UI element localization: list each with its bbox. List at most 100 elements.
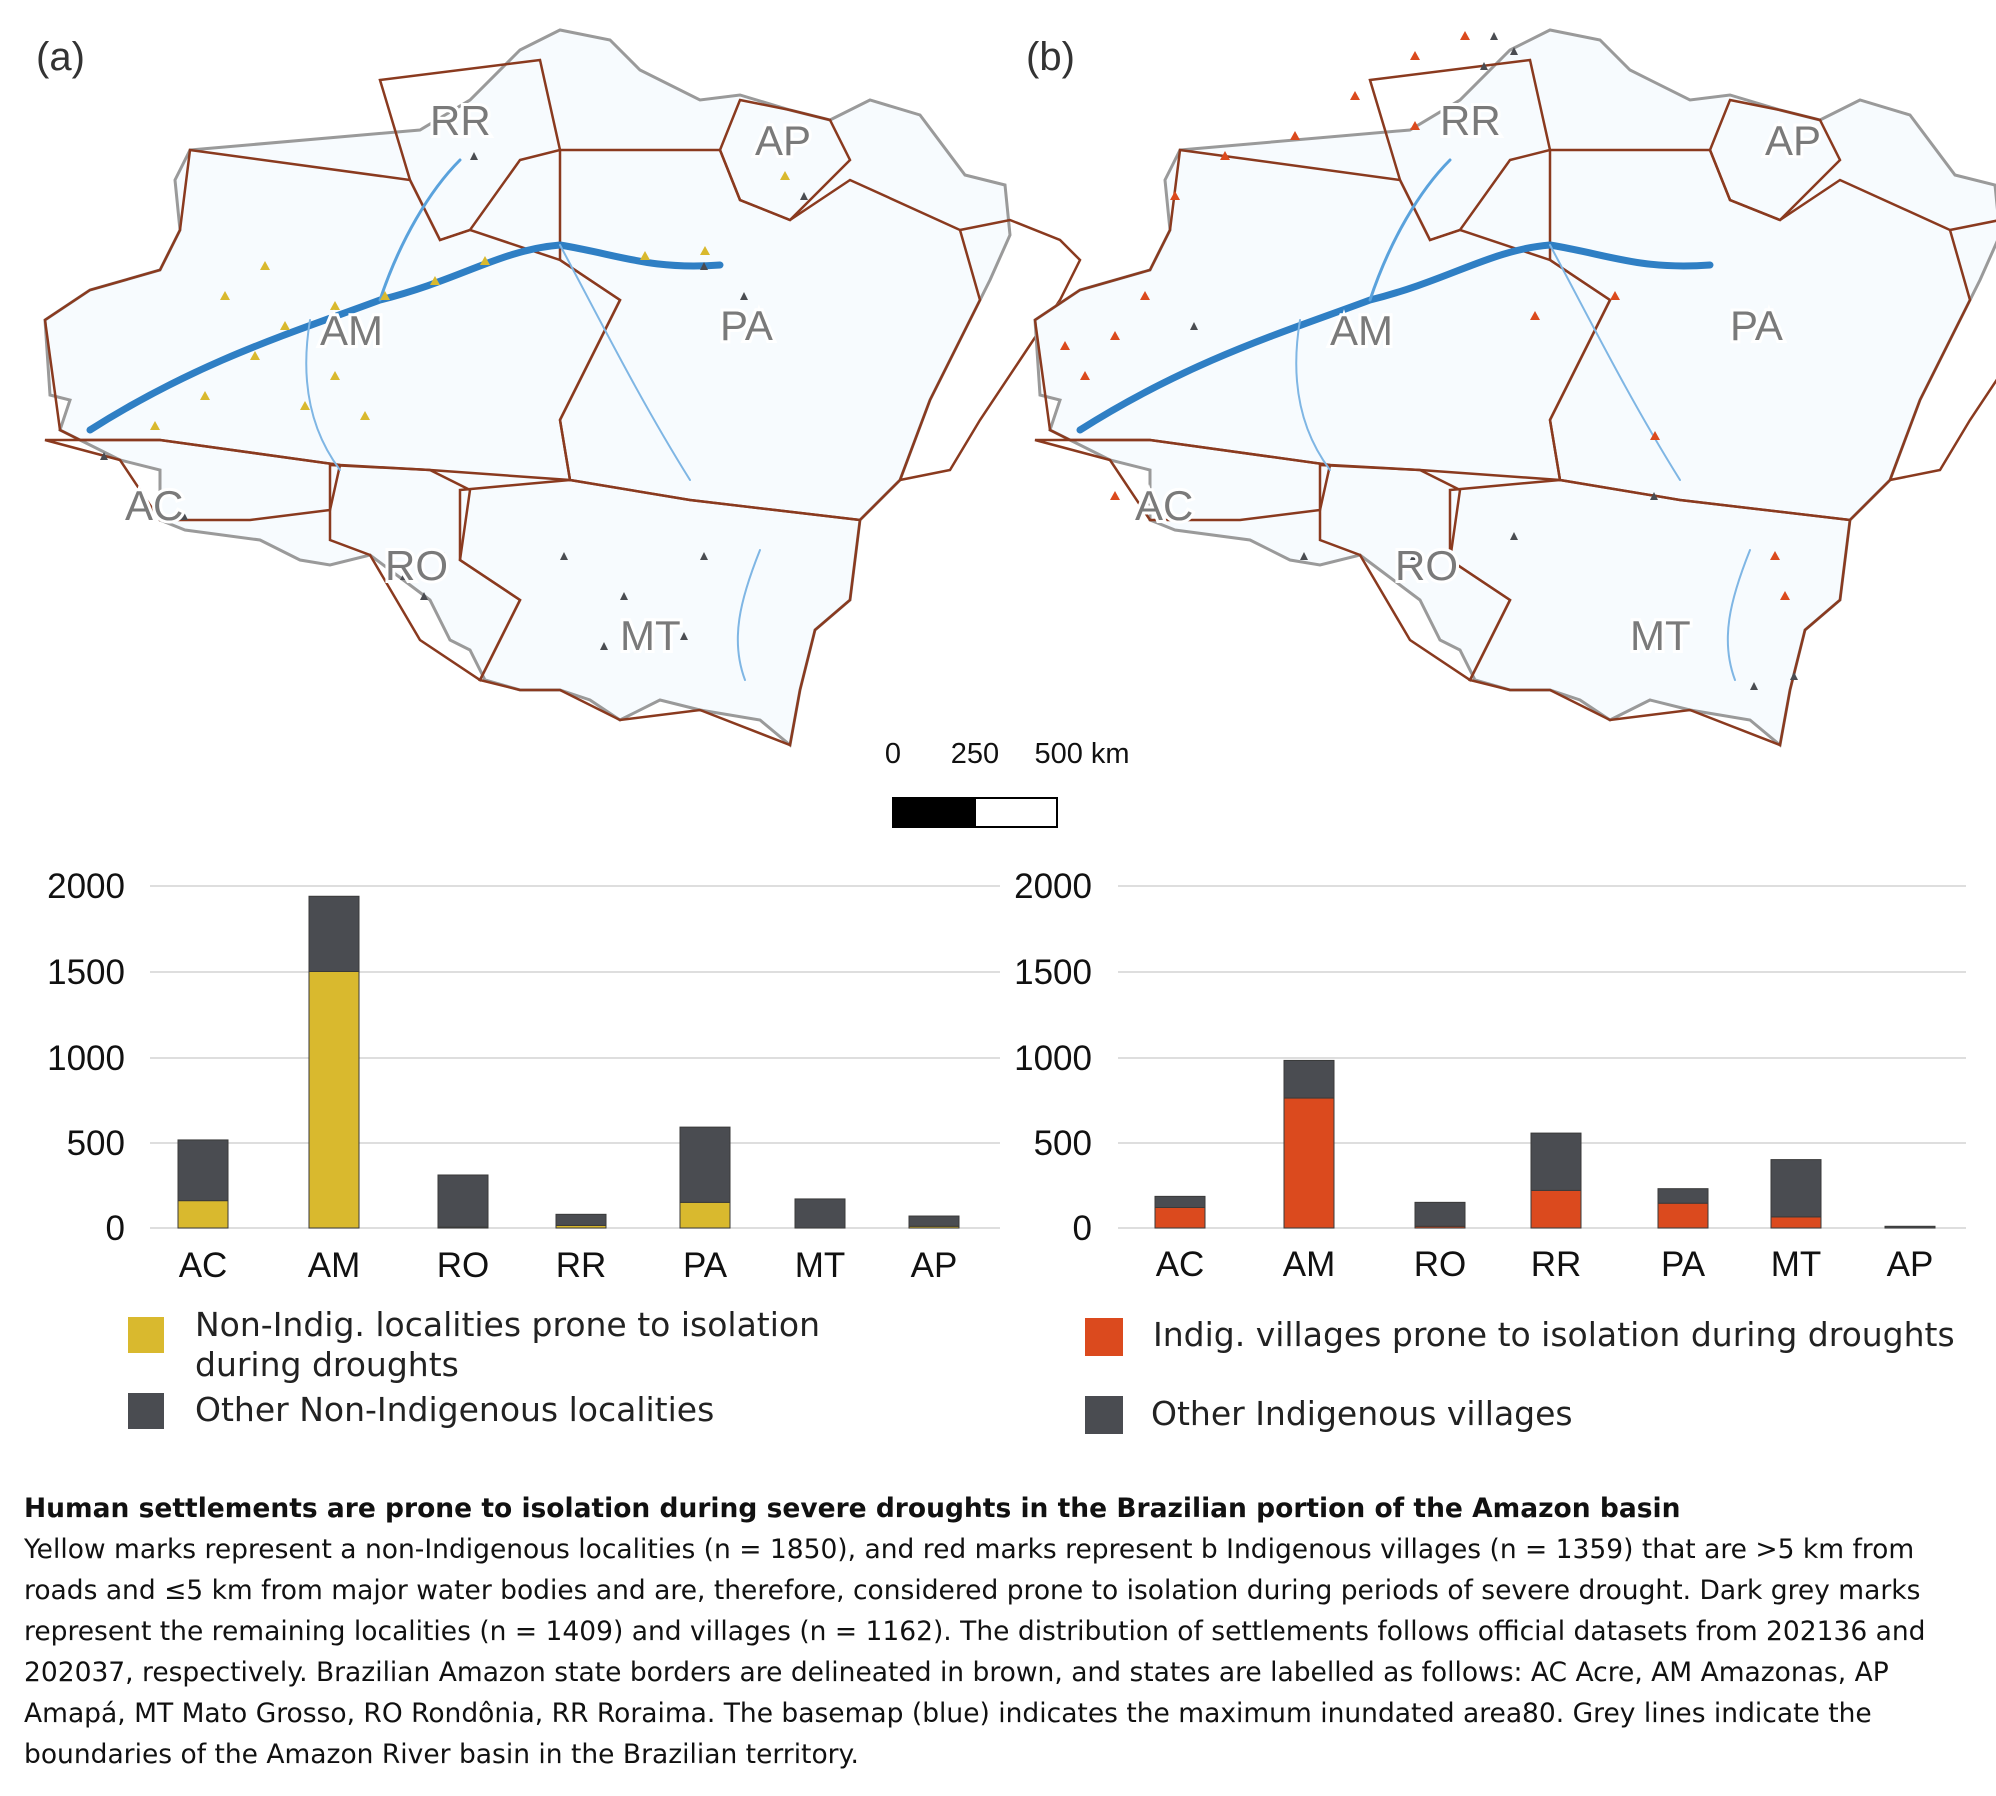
border-ac <box>1034 438 1332 522</box>
panel-b-label: (b) <box>1026 35 1075 79</box>
state-label-ac: AC <box>1135 482 1193 529</box>
legend-label-other-villages: Other Indigenous villages <box>1151 1394 1573 1433</box>
state-label-rr: RR <box>1440 97 1501 144</box>
river-tributary <box>736 549 761 681</box>
chart-a-bars <box>177 895 960 1229</box>
border-mt <box>458 478 862 747</box>
chart-a-ytick-label: 0 <box>106 1209 125 1248</box>
bar-b-rr-series-1 <box>1530 1189 1582 1229</box>
chart-a-category-label: MT <box>795 1246 846 1285</box>
scale-label-0: 0 <box>885 738 901 770</box>
state-label-ro: RO <box>1395 542 1458 589</box>
state-label-rr: RR <box>430 97 491 144</box>
bar-b-ro-series-2 <box>1414 1201 1466 1227</box>
chart-a-category-label: PA <box>683 1246 728 1285</box>
legend-label-isolated-localities: Non-Indig. localities prone to isolation <box>195 1305 820 1344</box>
figure-caption: Human settlements are prone to isolation… <box>24 1488 1974 1775</box>
bar-b-am-series-1 <box>1283 1097 1335 1229</box>
scale-label-500: 500 km <box>1034 738 1129 770</box>
legend-swatch-isolated-villages <box>1085 1318 1123 1356</box>
bar-a-am-series-2 <box>308 895 360 973</box>
chart-b-bars <box>1154 1059 1936 1229</box>
river-tributary <box>305 319 341 471</box>
bar-chart-b: 0 500 1000 1500 2000 AC AM RO RR PA MT A… <box>1014 867 1966 1284</box>
chart-b-category-label: AP <box>1887 1245 1934 1284</box>
chart-b-gridlines <box>1118 885 1966 1229</box>
bar-b-mt-series-2 <box>1770 1159 1822 1218</box>
chart-a-category-label: RR <box>556 1246 607 1285</box>
map-a: (a) RR AP AM PA AC RO MT <box>36 28 1082 747</box>
river-tributary <box>378 158 462 302</box>
chart-b-category-label: PA <box>1661 1245 1706 1284</box>
amazon-river <box>1076 241 1714 434</box>
legend-swatch-other-villages <box>1085 1396 1123 1434</box>
panel-a-label: (a) <box>36 35 85 79</box>
scale-bar-black <box>892 797 976 828</box>
state-label-am: AM <box>1330 307 1393 354</box>
river-tributary <box>1726 549 1751 681</box>
legend-b: Indig. villages prone to isolation durin… <box>1085 1315 1955 1434</box>
bar-a-ac-series-1 <box>177 1200 229 1229</box>
chart-a-ytick-label: 500 <box>67 1124 125 1163</box>
border-ac <box>44 438 342 522</box>
bar-a-pa-series-2 <box>679 1126 731 1203</box>
chart-a-yticks: 0 500 1000 1500 2000 <box>47 867 125 1248</box>
chart-b-category-label: MT <box>1771 1245 1822 1284</box>
map-b: (b) RR AP AM PA AC RO MT <box>1026 28 1996 747</box>
state-label-pa: PA <box>720 302 773 349</box>
bar-chart-a: 0 500 1000 1500 2000 AC AM RO RR PA MT A… <box>47 867 1000 1285</box>
legend-swatch-isolated-localities <box>128 1317 164 1353</box>
legend-swatch-other-localities <box>128 1393 164 1429</box>
bar-b-mt-series-1 <box>1770 1216 1822 1229</box>
map-a-states <box>43 58 1082 747</box>
caption-body: Yellow marks represent a non-Indigenous … <box>24 1534 1926 1770</box>
bar-b-ap-series-2 <box>1884 1225 1936 1229</box>
bar-a-rr-series-2 <box>555 1213 607 1226</box>
chart-b-category-label: AC <box>1156 1245 1205 1284</box>
chart-a-category-label: AM <box>308 1246 361 1285</box>
border-east <box>899 218 1082 482</box>
chart-a-category-label: AC <box>179 1246 228 1285</box>
bar-b-rr-series-2 <box>1530 1132 1582 1191</box>
amazon-river <box>86 241 724 434</box>
river-tributary <box>1549 244 1681 481</box>
state-label-mt: MT <box>1630 612 1691 659</box>
chart-b-ytick-label: 1000 <box>1014 1039 1092 1078</box>
legend-label-isolated-villages: Indig. villages prone to isolation durin… <box>1153 1315 1955 1354</box>
scale-bar-white <box>974 797 1058 828</box>
chart-a-categories: AC AM RO RR PA MT AP <box>179 1246 958 1285</box>
legend-label-isolated-localities-line2: during droughts <box>195 1345 459 1384</box>
scale-label-250: 250 <box>951 738 999 770</box>
chart-b-categories: AC AM RO RR PA MT AP <box>1156 1245 1934 1284</box>
chart-b-ytick-label: 2000 <box>1014 867 1092 906</box>
river-tributary <box>559 244 691 481</box>
bar-a-am-series-1 <box>308 971 360 1229</box>
chart-a-ytick-label: 2000 <box>47 867 125 906</box>
caption-title: Human settlements are prone to isolation… <box>24 1493 1681 1524</box>
river-tributary <box>1295 319 1331 471</box>
chart-b-category-label: AM <box>1283 1245 1336 1284</box>
river-tributary <box>1368 158 1452 302</box>
scale-bar: 0 250 500 km <box>885 738 1130 828</box>
state-label-ro: RO <box>385 542 448 589</box>
bar-a-mt-series-2 <box>794 1198 846 1229</box>
bar-b-am-series-2 <box>1283 1059 1335 1099</box>
map-a-rivers <box>86 158 761 681</box>
state-label-mt: MT <box>620 612 681 659</box>
map-a-basin <box>43 28 1012 747</box>
chart-b-ytick-label: 0 <box>1073 1209 1092 1248</box>
chart-a-ytick-label: 1500 <box>47 953 125 992</box>
legend-a: Non-Indig. localities prone to isolation… <box>128 1305 820 1429</box>
chart-a-gridlines <box>150 885 1000 1229</box>
bar-b-pa-series-2 <box>1657 1188 1709 1204</box>
map-b-basin <box>1033 28 1996 747</box>
state-label-am: AM <box>320 307 383 354</box>
chart-a-category-label: RO <box>437 1246 490 1285</box>
chart-a-category-label: AP <box>911 1246 958 1285</box>
chart-b-ytick-label: 500 <box>1034 1124 1092 1163</box>
chart-b-yticks: 0 500 1000 1500 2000 <box>1014 867 1092 1248</box>
map-b-rivers <box>1076 158 1751 681</box>
map-b-states <box>1033 58 1996 747</box>
chart-b-category-label: RR <box>1531 1245 1582 1284</box>
